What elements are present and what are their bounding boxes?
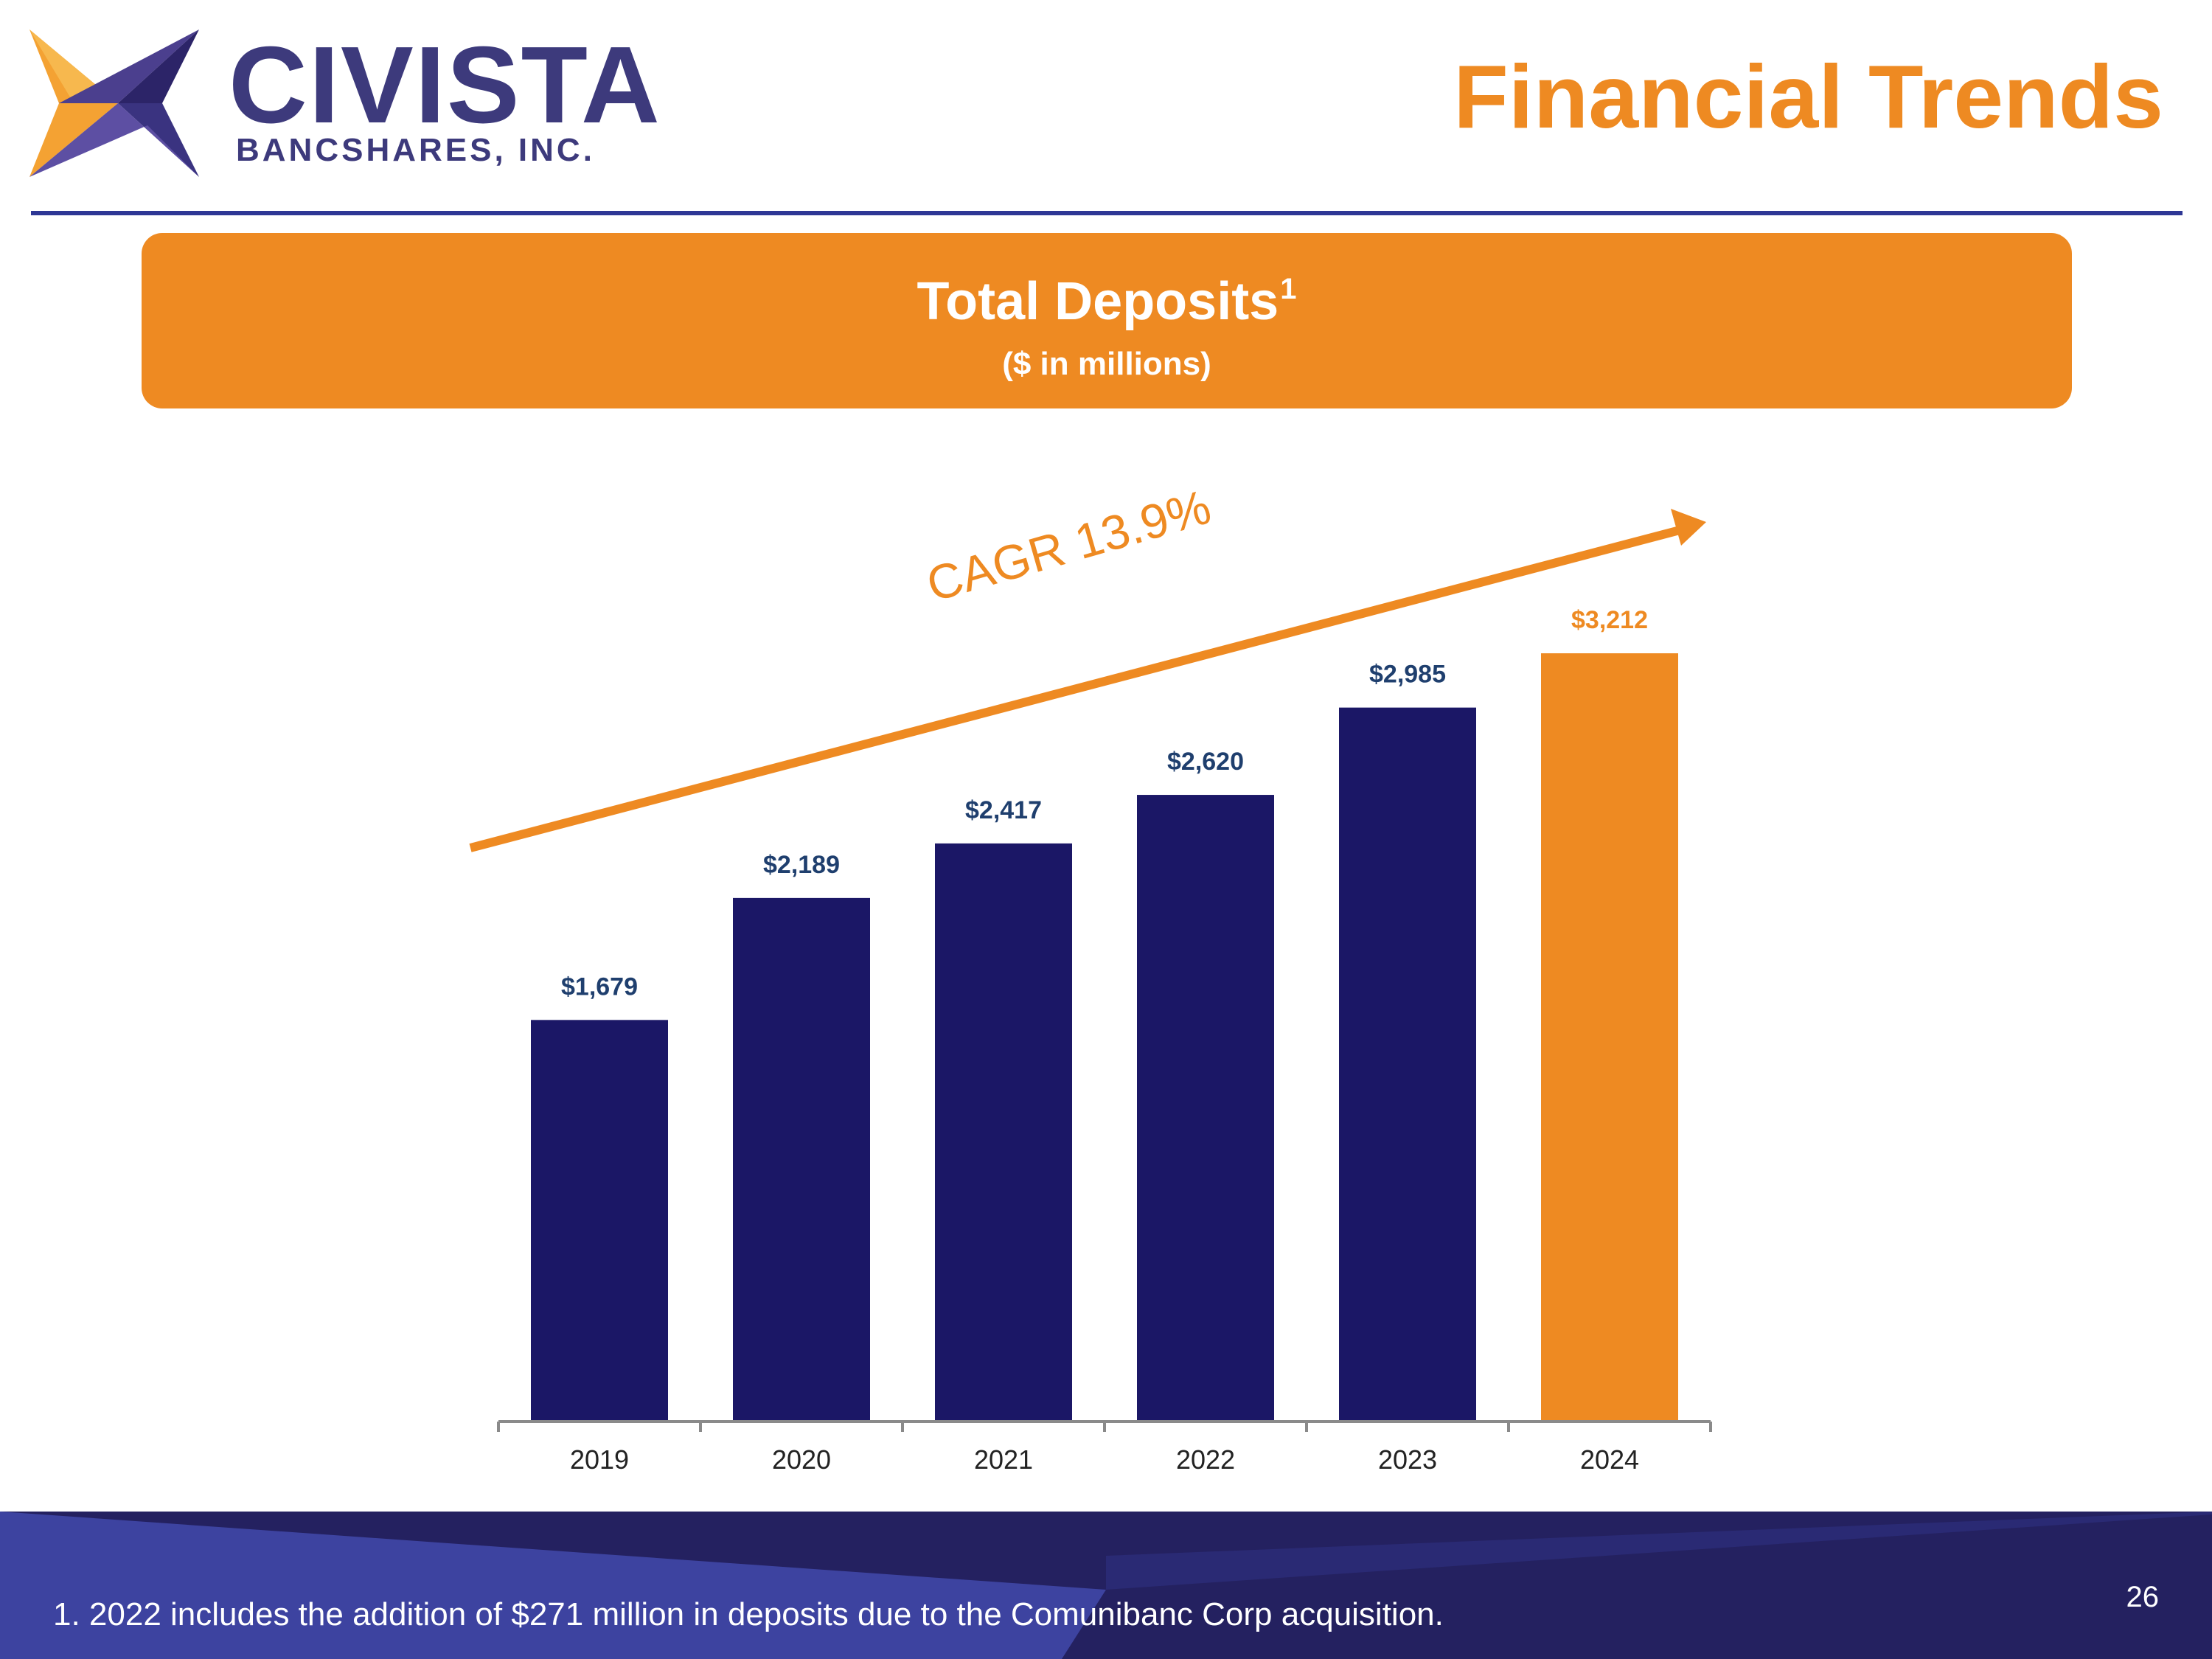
data-label-2024: $3,212	[1571, 606, 1648, 634]
data-label-2020: $2,189	[763, 851, 840, 879]
footer-band-light	[0, 1512, 1106, 1659]
footer-band	[0, 1512, 2212, 1659]
page-title: Financial Trends	[1453, 46, 2163, 147]
x-tick-label-2019: 2019	[570, 1444, 629, 1475]
logo-subtext: BANCSHARES, INC.	[236, 132, 595, 168]
bar-2020	[733, 897, 870, 1422]
bar-2023	[1339, 707, 1476, 1422]
bar-2024	[1541, 653, 1678, 1422]
civista-star-icon	[29, 29, 199, 177]
data-label-2023: $2,985	[1369, 661, 1446, 689]
bar-2021	[935, 843, 1072, 1422]
chart-title-text: Total Deposits	[917, 272, 1279, 331]
chart-banner: Total Deposits1 ($ in millions)	[142, 233, 2072, 408]
x-tick-label-2020: 2020	[772, 1444, 831, 1475]
x-tick-label-2021: 2021	[974, 1444, 1033, 1475]
cagr-arrow-head	[1671, 509, 1706, 546]
data-label-2022: $2,620	[1167, 748, 1244, 776]
x-tick-label-2022: 2022	[1176, 1444, 1235, 1475]
x-tick-label-2023: 2023	[1378, 1444, 1437, 1475]
bar-2019	[531, 1020, 668, 1422]
page-number: 26	[2126, 1581, 2160, 1613]
bar-2022	[1137, 795, 1274, 1422]
chart-title: Total Deposits1	[142, 274, 2072, 328]
data-label-2021: $2,417	[965, 796, 1042, 824]
chart-subtitle: ($ in millions)	[1002, 346, 1211, 382]
cagr-arrow-line	[469, 525, 1684, 852]
footer-band-edge	[1106, 1512, 2212, 1590]
data-label-2019: $1,679	[561, 973, 638, 1001]
logo-wordmark: CIVISTA	[229, 24, 661, 146]
x-tick-label-2024: 2024	[1580, 1444, 1639, 1475]
footnote-text: 1. 2022 includes the addition of $271 mi…	[53, 1596, 1444, 1632]
footnote-marker: 1	[1280, 273, 1297, 305]
header-divider	[31, 211, 2183, 215]
company-logo: CIVISTA BANCSHARES, INC.	[29, 22, 660, 184]
